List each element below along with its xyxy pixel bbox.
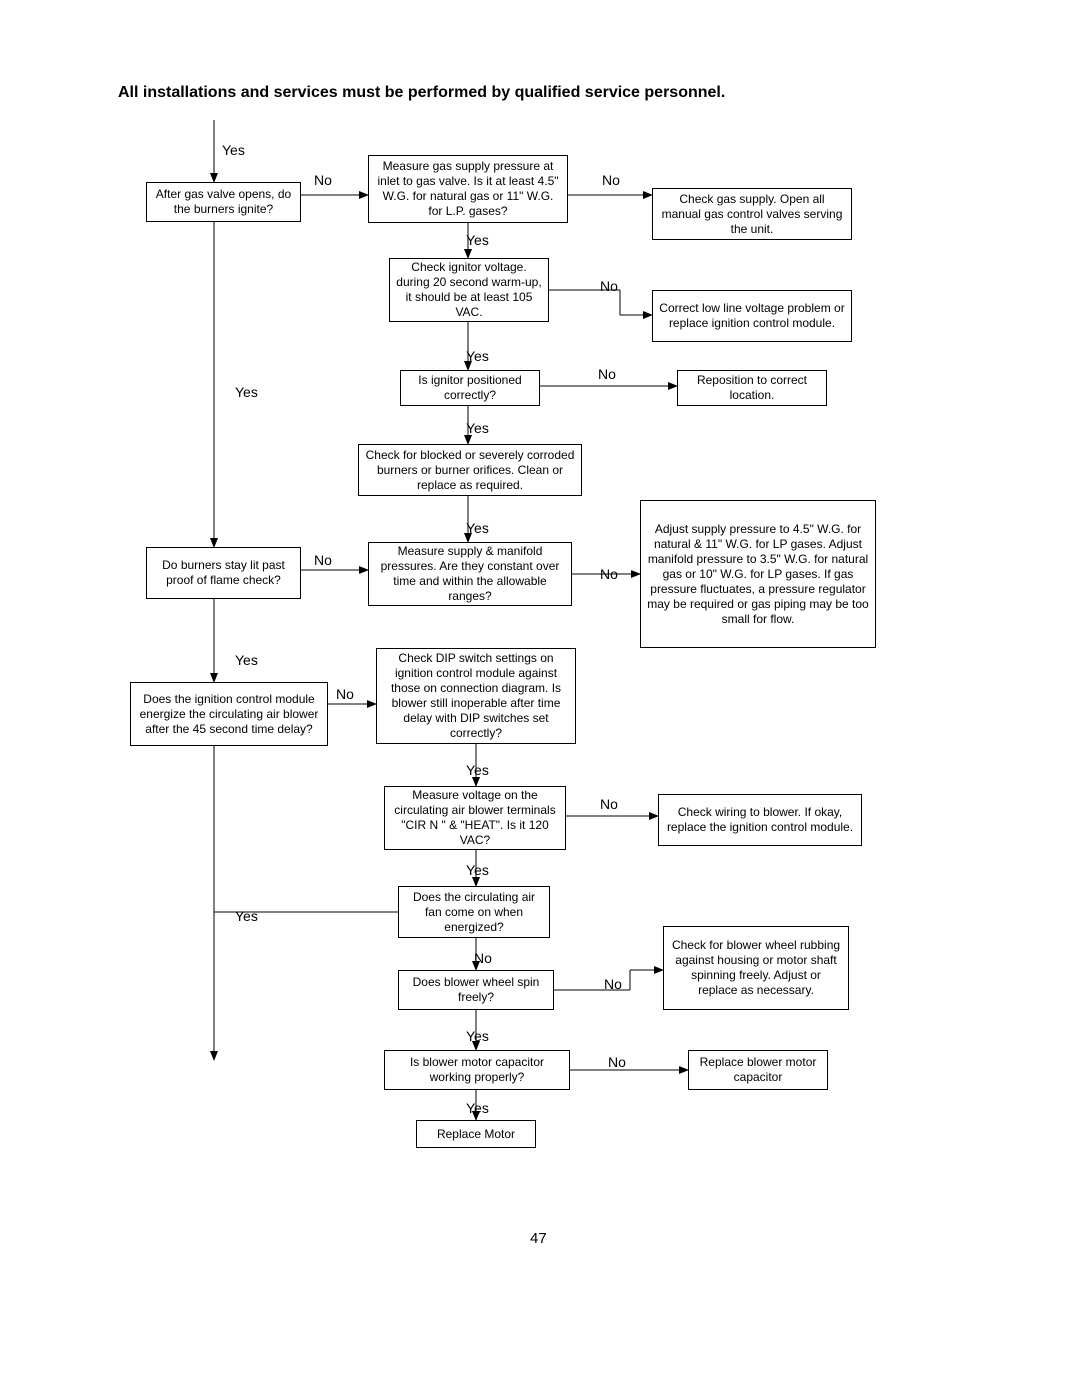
edge-label: Yes [466, 348, 489, 364]
edge-label: Yes [235, 384, 258, 400]
flowchart-node: Correct low line voltage problem or repl… [652, 290, 852, 342]
edge-label: No [608, 1054, 626, 1070]
edge-label: Yes [466, 862, 489, 878]
flowchart-node: Measure gas supply pressure at inlet to … [368, 155, 568, 223]
edge-label: No [600, 566, 618, 582]
edge-label: No [600, 796, 618, 812]
edge-label: Yes [466, 762, 489, 778]
page-number: 47 [530, 1230, 547, 1247]
flowchart-node: Replace blower motor capacitor [688, 1050, 828, 1090]
edge-label: Yes [235, 652, 258, 668]
edge-label: Yes [222, 142, 245, 158]
edge-label: No [336, 686, 354, 702]
edge-label: Yes [466, 420, 489, 436]
edge-label: Yes [466, 1028, 489, 1044]
edge-label: No [602, 172, 620, 188]
flowchart-node: Does the circulating air fan come on whe… [398, 886, 550, 938]
edge-label: Yes [466, 1100, 489, 1116]
flowchart-node: Does the ignition control module energiz… [130, 682, 328, 746]
flowchart-node: Check gas supply. Open all manual gas co… [652, 188, 852, 240]
edge-label: Yes [235, 908, 258, 924]
flowchart-node: Does blower wheel spin freely? [398, 970, 554, 1010]
flowchart-node: Do burners stay lit past proof of flame … [146, 547, 301, 599]
flowchart-node: Check wiring to blower. If okay, replace… [658, 794, 862, 846]
edge-label: No [600, 278, 618, 294]
flowchart-node: Measure voltage on the circulating air b… [384, 786, 566, 850]
edge-label: No [604, 976, 622, 992]
flowchart-node: Is ignitor positioned correctly? [400, 370, 540, 406]
page: All installations and services must be p… [0, 0, 1080, 1397]
flowchart-node: Check ignitor voltage. during 20 second … [389, 258, 549, 322]
page-heading: All installations and services must be p… [118, 84, 725, 102]
flowchart-node: Adjust supply pressure to 4.5" W.G. for … [640, 500, 876, 648]
flowchart-node: After gas valve opens, do the burners ig… [146, 182, 301, 222]
edge-label: Yes [466, 520, 489, 536]
edge-label: No [598, 366, 616, 382]
flowchart-node: Check for blocked or severely corroded b… [358, 444, 582, 496]
flowchart-node: Check DIP switch settings on ignition co… [376, 648, 576, 744]
flowchart-node: Check for blower wheel rubbing against h… [663, 926, 849, 1010]
edge-label: No [474, 950, 492, 966]
flowchart-node: Measure supply & manifold pressures. Are… [368, 542, 572, 606]
flowchart-node: Reposition to correct location. [677, 370, 827, 406]
edge-label: No [314, 172, 332, 188]
edge-label: No [314, 552, 332, 568]
flowchart-node: Replace Motor [416, 1120, 536, 1148]
edge-label: Yes [466, 232, 489, 248]
flowchart-node: Is blower motor capacitor working proper… [384, 1050, 570, 1090]
